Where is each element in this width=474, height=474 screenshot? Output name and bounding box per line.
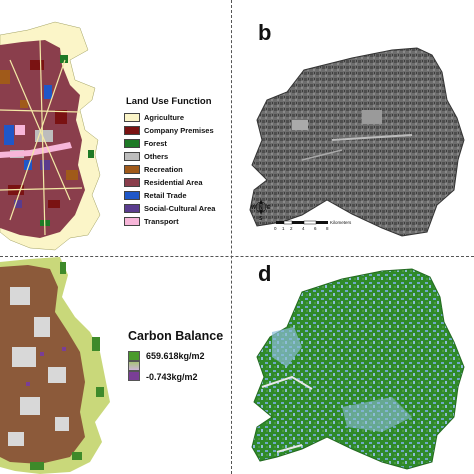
legend-swatch [124,152,140,161]
land-use-map-graphic [0,21,101,251]
vegetation-map-graphic [251,268,465,470]
legend-item-others: Others [124,151,168,162]
legend-label: Company Premises [144,126,214,135]
land-use-legend-title: Land Use Function [126,96,212,107]
carbon-min-label: -0.743kg/m2 [146,372,198,382]
scale-unit: Kilometers [330,220,352,225]
panel-b-aerial-image: b N E S W 0 [232,0,474,255]
panel-a-land-use-map: Land Use Function Agriculture Company Pr… [0,0,230,255]
scale-tick-4: 4 [302,226,305,231]
scale-bar [276,220,328,225]
panel-divider-horizontal [0,256,474,257]
panel-c-carbon-balance-map: Carbon Balance 659.618kg/m2 -0.743kg/m2 [0,257,230,474]
legend-label: Agriculture [144,113,185,122]
legend-label: Transport [144,217,179,226]
panel-label-b: b [258,20,272,45]
panel-divider-vertical [231,0,232,474]
scale-tick-1: 1 [282,226,285,231]
carbon-balance-map-graphic [0,257,110,474]
legend-item-social-cultural-area: Social-Cultural Area [124,203,215,214]
north-letter-e: E [267,205,271,211]
carbon-legend-title: Carbon Balance [128,329,224,343]
scale-tick-6: 6 [314,226,317,231]
legend-label: Residential Area [144,178,203,187]
legend-label: Recreation [144,165,183,174]
north-letter-w: W [251,205,256,211]
legend-swatch [124,204,140,213]
carbon-swatch-max [128,351,140,361]
aerial-image-graphic [249,47,465,237]
legend-swatch [124,126,140,135]
legend-swatch [124,217,140,226]
legend-item-forest: Forest [124,138,167,149]
legend-label: Others [144,152,169,161]
legend-swatch [124,191,140,200]
legend-label: Social-Cultural Area [144,204,216,213]
panel-label-d: d [258,261,272,286]
legend-item-retail-trade: Retail Trade [124,190,187,201]
carbon-max-label: 659.618kg/m2 [146,351,205,361]
carbon-gradient-bar [128,361,140,371]
north-arrow-icon [253,199,269,215]
legend-swatch [124,165,140,174]
scale-tick-8: 8 [326,226,329,231]
panel-d-vegetation-map: d [232,257,474,474]
scale-tick-0: 0 [274,226,277,231]
legend-item-transport: Transport [124,216,179,227]
legend-item-residential-area: Residential Area [124,177,203,188]
legend-item-recreation: Recreation [124,164,183,175]
legend-swatch [124,113,140,122]
carbon-swatch-min [128,371,140,381]
north-letter-n: N [259,205,263,211]
scale-tick-2: 2 [290,226,293,231]
legend-swatch [124,178,140,187]
legend-label: Forest [144,139,167,148]
north-letter-s: S [259,216,263,222]
legend-swatch [124,139,140,148]
legend-label: Retail Trade [144,191,187,200]
legend-item-company-premises: Company Premises [124,125,214,136]
legend-item-agriculture: Agriculture [124,112,184,123]
